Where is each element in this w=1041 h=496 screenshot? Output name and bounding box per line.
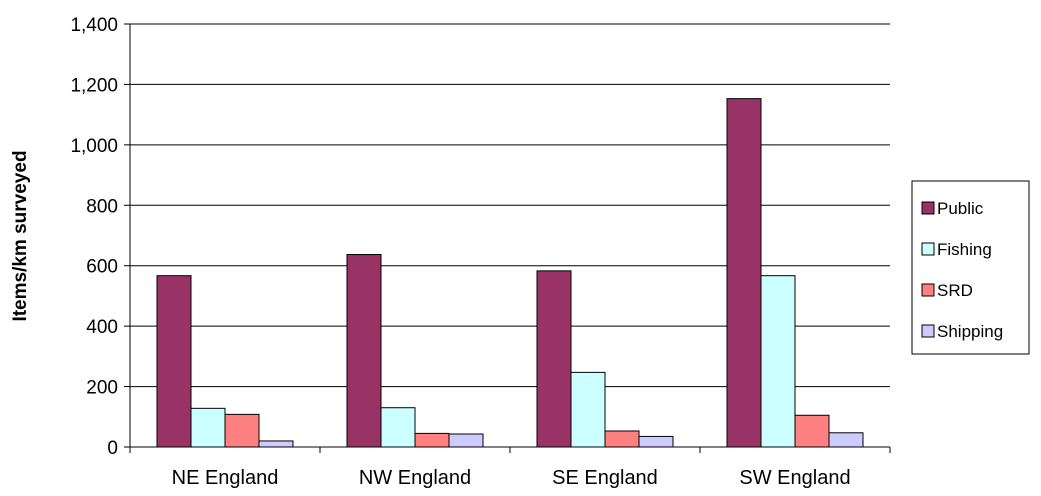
bar-public (536, 270, 572, 448)
bar-srd (414, 432, 450, 448)
x-category-label: NE England (172, 467, 279, 489)
legend-label-public: Public (937, 199, 984, 218)
axes (124, 23, 891, 453)
y-tick-label: 0 (107, 438, 118, 459)
y-tick-label: 1,400 (70, 15, 118, 36)
bar-shipping (638, 435, 674, 448)
legend-label-fishing: Fishing (937, 240, 992, 259)
bar-srd (794, 414, 830, 448)
y-tick-label: 200 (86, 378, 118, 399)
legend-swatch-shipping (921, 324, 935, 338)
legend-label-shipping: Shipping (937, 322, 1003, 341)
y-tick-label: 1,200 (70, 75, 118, 96)
x-category-label: SE England (552, 467, 658, 489)
legend-swatch-public (921, 201, 935, 215)
bar-fishing (570, 371, 606, 448)
x-category-label: NW England (359, 467, 471, 489)
bar-shipping (258, 440, 294, 448)
y-tick-label: 1,000 (70, 136, 118, 157)
gridlines (130, 23, 890, 388)
y-tick-label: 600 (86, 257, 118, 278)
bars (156, 98, 864, 448)
legend: Public Fishing SRD Shipping (911, 180, 1030, 355)
bar-fishing (380, 407, 416, 448)
bar-fishing (760, 275, 796, 448)
legend-swatch-srd (921, 283, 935, 297)
bar-shipping (828, 432, 864, 448)
y-tick-label: 400 (86, 317, 118, 338)
bar-srd (224, 413, 260, 448)
bar-public (726, 98, 762, 448)
legend-swatch-fishing (921, 242, 935, 256)
bar-public (346, 254, 382, 448)
bar-fishing (190, 407, 226, 448)
y-tick-label: 800 (86, 196, 118, 217)
x-category-label: SW England (739, 467, 850, 489)
axis-labels: 0 200 400 600 800 1,000 1,200 1,400 NE England NW… (70, 15, 850, 489)
bar-public (156, 275, 192, 448)
bar-srd (604, 430, 640, 448)
bar-shipping (448, 433, 484, 448)
legend-label-srd: SRD (937, 281, 973, 300)
y-axis-title: Items/km surveyed (10, 150, 31, 321)
